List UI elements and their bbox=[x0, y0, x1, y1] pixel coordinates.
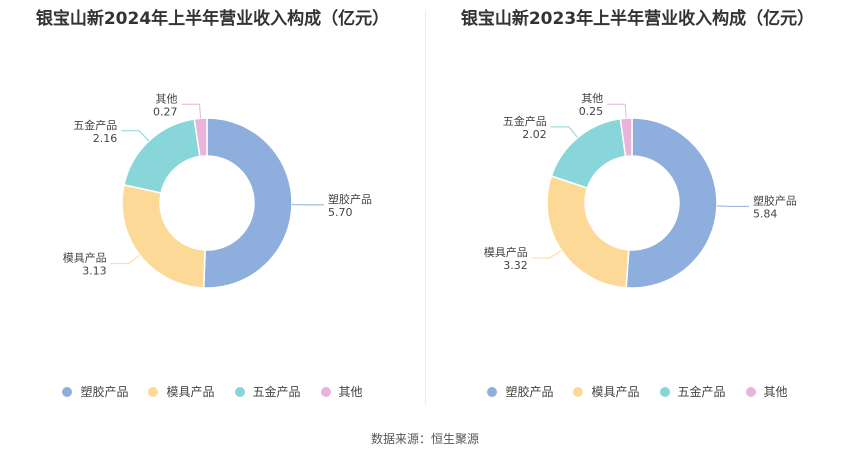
slice-label-name-2: 模具产品 bbox=[484, 245, 528, 259]
pie-slice-4[interactable] bbox=[193, 117, 208, 158]
slice-label-name-2: 模具产品 bbox=[63, 251, 107, 265]
legend-label: 其他 bbox=[763, 385, 788, 399]
legend-label: 五金产品 bbox=[677, 385, 726, 399]
legend-dot-icon bbox=[320, 386, 331, 397]
leader-line-2 bbox=[531, 249, 562, 259]
slice-label-name-4: 其他 bbox=[581, 92, 603, 105]
legend-label: 模具产品 bbox=[591, 385, 640, 399]
leader-line-4 bbox=[181, 103, 202, 119]
slice-label-value-3: 2.16 bbox=[93, 132, 118, 145]
legend-label: 塑胶产品 bbox=[80, 385, 129, 399]
panel-divider bbox=[425, 10, 426, 405]
pie-slice-3[interactable] bbox=[123, 118, 201, 194]
slice-label-name-1: 塑胶产品 bbox=[328, 192, 372, 206]
legend-label: 五金产品 bbox=[252, 385, 301, 399]
slice-label-value-4: 0.27 bbox=[153, 105, 178, 118]
legend-item-4[interactable]: 其他 bbox=[745, 383, 788, 400]
leader-line-3 bbox=[550, 126, 579, 138]
legend-dot-icon bbox=[573, 386, 584, 397]
legend-label: 塑胶产品 bbox=[505, 385, 554, 399]
slice-label-name-1: 塑胶产品 bbox=[753, 193, 797, 207]
pie-slice-2[interactable] bbox=[546, 175, 630, 289]
leader-line-4 bbox=[607, 103, 627, 119]
chart-panel-2024: 银宝山新2024年上半年营业收入构成（亿元） 塑胶产品 5.70 模具产品 3.13 五… bbox=[0, 0, 425, 410]
slice-label-name-4: 其他 bbox=[156, 92, 178, 105]
legend-dot-icon bbox=[745, 386, 756, 397]
chart-title-2023: 银宝山新2023年上半年营业收入构成（亿元） bbox=[460, 9, 815, 29]
legend-dot-icon bbox=[62, 386, 73, 397]
chart-title-2024: 银宝山新2024年上半年营业收入构成（亿元） bbox=[35, 9, 390, 29]
slice-label-name-3: 五金产品 bbox=[503, 114, 547, 128]
pie-slice-4[interactable] bbox=[619, 117, 633, 158]
pie-slice-1[interactable] bbox=[202, 117, 293, 289]
legend-item-1[interactable]: 塑胶产品 bbox=[487, 383, 553, 400]
legend-2024: 塑胶产品 模具产品 五金产品 其他 bbox=[0, 383, 425, 400]
slice-label-name-3: 五金产品 bbox=[73, 118, 117, 132]
leader-line-3 bbox=[121, 130, 150, 142]
legend-dot-icon bbox=[659, 386, 670, 397]
chart-panel-2023: 银宝山新2023年上半年营业收入构成（亿元） 塑胶产品 5.84 模具产品 3.32 五… bbox=[425, 0, 850, 410]
slice-label-value-2: 3.13 bbox=[82, 265, 107, 278]
pie-slice-1[interactable] bbox=[625, 117, 718, 289]
legend-item-2[interactable]: 模具产品 bbox=[148, 383, 215, 400]
leader-line-2 bbox=[110, 254, 141, 265]
legend-label: 模具产品 bbox=[166, 385, 215, 399]
slice-label-value-2: 3.32 bbox=[503, 259, 528, 272]
pie-slice-2[interactable] bbox=[121, 183, 206, 289]
legend-label: 其他 bbox=[338, 385, 363, 399]
legend-dot-icon bbox=[234, 386, 245, 397]
data-source: 数据来源：恒生聚源 bbox=[370, 432, 479, 446]
legend-item-3[interactable]: 五金产品 bbox=[234, 383, 301, 400]
legend-dot-icon bbox=[148, 386, 159, 397]
legend-item-1[interactable]: 塑胶产品 bbox=[62, 383, 128, 400]
slice-label-value-3: 2.02 bbox=[522, 128, 547, 141]
slice-label-value-4: 0.25 bbox=[579, 105, 604, 118]
slice-label-value-1: 5.70 bbox=[328, 206, 353, 219]
legend-item-2[interactable]: 模具产品 bbox=[573, 383, 640, 400]
pie-slice-3[interactable] bbox=[550, 117, 627, 190]
legend-dot-icon bbox=[487, 386, 498, 397]
legend-2023: 塑胶产品 模具产品 五金产品 其他 bbox=[425, 383, 850, 400]
legend-item-4[interactable]: 其他 bbox=[320, 383, 363, 400]
slice-label-value-1: 5.84 bbox=[753, 207, 778, 220]
legend-item-3[interactable]: 五金产品 bbox=[659, 383, 726, 400]
